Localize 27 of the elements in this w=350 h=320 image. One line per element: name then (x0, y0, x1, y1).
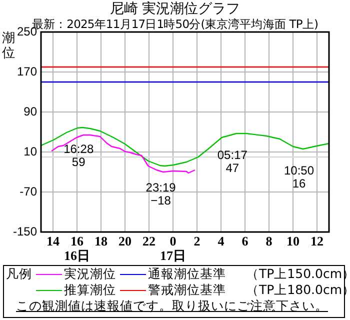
chart-title: 尼崎 実況潮位グラフ (108, 1, 242, 17)
annotation: 05:17 47 (217, 148, 248, 175)
legend-label: 推算潮位 (63, 282, 117, 298)
y-tick-label: 170 (16, 64, 38, 78)
y-tick-label: 90 (24, 104, 38, 118)
x-tick-label: 22 (142, 234, 156, 249)
x-tick-label: 10 (286, 234, 300, 249)
legend-title: 凡例 (5, 266, 33, 282)
y-tick-label: -150 (12, 224, 38, 238)
y-tick-label: -70 (20, 184, 38, 198)
x-tick-label: 2 (194, 234, 200, 249)
x-tick-label: 6 (242, 234, 249, 249)
x-tick-label: 20 (118, 234, 132, 249)
x-tick-label: 12 (310, 234, 324, 249)
text: この観測値は速報値です。取り扱いにご注意下さい。 (15, 298, 329, 314)
x-tick-label: 4 (218, 234, 225, 249)
legend-label: 実況潮位 (63, 266, 117, 282)
annotation: 23:19 −18 (146, 180, 176, 208)
x-tick-label: 14 (46, 234, 60, 249)
x-tick-label: 16 16日 (64, 234, 90, 263)
y-tick-label: 10 (24, 144, 38, 158)
x-tick-label: 8 (266, 234, 273, 249)
annotation: 16:28 59 (64, 142, 94, 169)
y-axis-title: 潮位 (2, 31, 16, 61)
x-tick-label: 18 (94, 234, 108, 249)
x-tick-label: 0 17日 (160, 234, 186, 263)
annotation: 10:50 16 (284, 163, 314, 190)
